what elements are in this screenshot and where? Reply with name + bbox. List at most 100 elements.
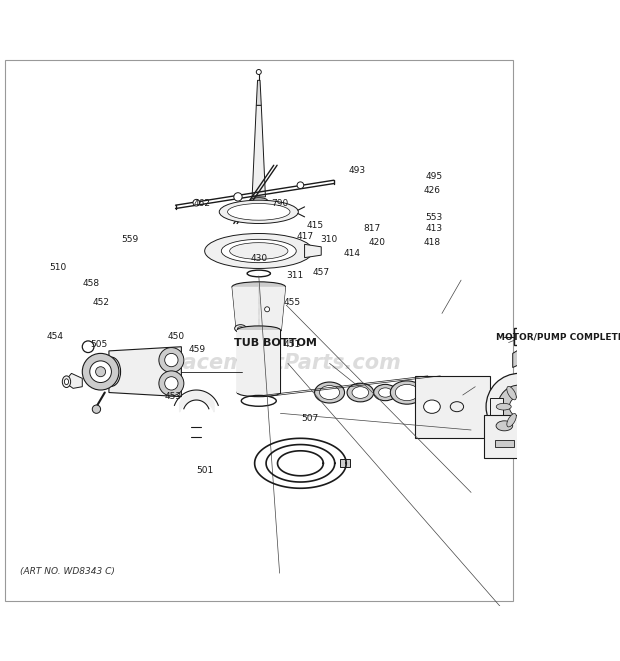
Ellipse shape xyxy=(523,414,532,427)
Ellipse shape xyxy=(347,383,374,402)
Polygon shape xyxy=(252,105,265,197)
Text: 414: 414 xyxy=(343,249,360,258)
Text: MOTOR/PUMP COMPLETE: MOTOR/PUMP COMPLETE xyxy=(496,332,620,341)
Text: 553: 553 xyxy=(426,214,443,222)
Circle shape xyxy=(193,200,200,206)
Ellipse shape xyxy=(523,387,532,400)
Ellipse shape xyxy=(528,403,542,410)
Ellipse shape xyxy=(237,326,280,334)
Bar xyxy=(490,399,503,415)
Ellipse shape xyxy=(62,376,71,387)
Circle shape xyxy=(510,397,529,416)
Ellipse shape xyxy=(250,198,268,204)
Ellipse shape xyxy=(319,385,340,399)
Circle shape xyxy=(92,405,100,413)
Circle shape xyxy=(458,379,467,389)
Text: 817: 817 xyxy=(364,224,381,233)
Circle shape xyxy=(234,193,242,201)
Text: 420: 420 xyxy=(369,238,386,247)
Circle shape xyxy=(159,371,184,396)
Ellipse shape xyxy=(102,357,120,386)
Ellipse shape xyxy=(237,327,244,330)
Circle shape xyxy=(297,182,304,188)
Polygon shape xyxy=(109,347,182,397)
Text: 452: 452 xyxy=(93,299,110,307)
Circle shape xyxy=(256,69,261,75)
Ellipse shape xyxy=(232,282,285,292)
Text: 451: 451 xyxy=(284,340,301,349)
Ellipse shape xyxy=(205,233,313,268)
Text: 510: 510 xyxy=(49,262,66,272)
Text: 417: 417 xyxy=(297,233,314,241)
Ellipse shape xyxy=(237,389,280,397)
Text: eReplacementParts.com: eReplacementParts.com xyxy=(117,354,401,373)
Polygon shape xyxy=(68,373,82,389)
Text: 462: 462 xyxy=(193,200,211,208)
Bar xyxy=(550,332,565,348)
Bar xyxy=(495,440,513,447)
Text: 426: 426 xyxy=(423,186,440,195)
Text: 311: 311 xyxy=(286,271,304,280)
Text: 493: 493 xyxy=(348,167,365,175)
Text: 453: 453 xyxy=(165,392,182,401)
Text: 505: 505 xyxy=(90,340,107,349)
Polygon shape xyxy=(544,399,567,410)
Polygon shape xyxy=(513,347,525,368)
Ellipse shape xyxy=(421,387,438,399)
Ellipse shape xyxy=(496,403,511,410)
Polygon shape xyxy=(549,350,560,357)
Polygon shape xyxy=(232,287,285,330)
Circle shape xyxy=(265,307,270,312)
Ellipse shape xyxy=(425,389,433,395)
Circle shape xyxy=(498,385,541,428)
Bar xyxy=(415,376,490,438)
Ellipse shape xyxy=(234,325,246,332)
Ellipse shape xyxy=(228,204,290,220)
Circle shape xyxy=(82,354,119,390)
Bar xyxy=(513,329,607,345)
Ellipse shape xyxy=(314,382,345,403)
Ellipse shape xyxy=(374,384,397,401)
Ellipse shape xyxy=(64,379,69,385)
Text: 454: 454 xyxy=(46,332,63,340)
Text: (ART NO. WD8343 C): (ART NO. WD8343 C) xyxy=(20,567,115,576)
Ellipse shape xyxy=(236,326,281,334)
Circle shape xyxy=(544,402,549,407)
Text: 418: 418 xyxy=(423,238,440,247)
Ellipse shape xyxy=(423,400,440,413)
Polygon shape xyxy=(256,81,261,105)
Circle shape xyxy=(95,367,105,377)
Polygon shape xyxy=(547,380,564,395)
Bar xyxy=(549,365,567,377)
Text: 459: 459 xyxy=(188,345,205,354)
Text: 458: 458 xyxy=(82,279,100,288)
Ellipse shape xyxy=(396,384,418,401)
Ellipse shape xyxy=(352,387,369,399)
Text: 507: 507 xyxy=(302,414,319,423)
Circle shape xyxy=(159,348,184,373)
Text: 501: 501 xyxy=(196,466,213,475)
Ellipse shape xyxy=(507,414,516,427)
Ellipse shape xyxy=(221,239,296,262)
Bar xyxy=(484,415,525,458)
Text: 559: 559 xyxy=(121,235,138,244)
Ellipse shape xyxy=(219,200,298,223)
Polygon shape xyxy=(237,330,280,393)
Text: 415: 415 xyxy=(307,221,324,231)
Circle shape xyxy=(165,354,178,367)
Ellipse shape xyxy=(507,387,516,400)
Text: 430: 430 xyxy=(250,254,267,264)
Circle shape xyxy=(90,361,112,383)
Text: 457: 457 xyxy=(312,268,329,277)
Text: 455: 455 xyxy=(284,299,301,307)
Circle shape xyxy=(486,373,552,440)
Text: 310: 310 xyxy=(320,235,337,244)
Text: TUB BOTTOM: TUB BOTTOM xyxy=(234,338,317,348)
Text: 495: 495 xyxy=(426,172,443,181)
Bar xyxy=(520,354,527,358)
Ellipse shape xyxy=(496,421,513,431)
Text: 790: 790 xyxy=(271,200,288,208)
Ellipse shape xyxy=(229,243,288,259)
Polygon shape xyxy=(304,245,321,258)
Bar xyxy=(340,459,350,467)
